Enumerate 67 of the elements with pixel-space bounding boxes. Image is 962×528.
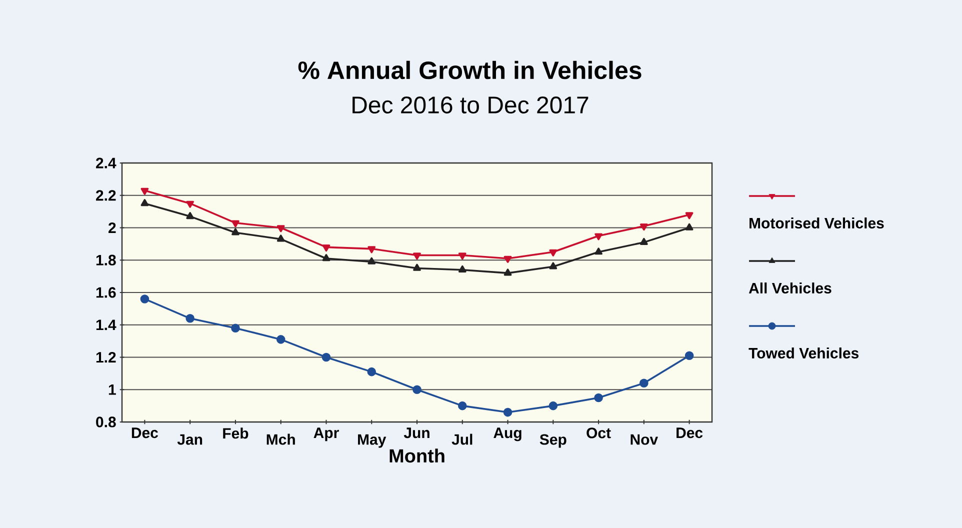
point (322, 254, 330, 262)
chart-subtitle: Dec 2016 to Dec 2017 (352, 96, 588, 114)
point (140, 188, 149, 195)
point (458, 401, 467, 410)
point (640, 238, 648, 245)
point (232, 228, 240, 236)
point (594, 233, 602, 240)
point (684, 351, 694, 360)
point (504, 256, 512, 263)
x-tick-label: Mch (266, 434, 295, 445)
point (186, 314, 194, 323)
x-tick-label: Aug (494, 428, 522, 442)
y-tick-label: 2 (108, 222, 116, 233)
point (232, 220, 240, 228)
x-tick-label: Sep (540, 434, 566, 448)
y-tick-label: 2.2 (96, 190, 116, 201)
point (594, 248, 602, 255)
legend-label: Towed Vehicles (748, 347, 859, 358)
y-tick-label: 1.6 (96, 287, 116, 298)
point (458, 265, 466, 272)
point (548, 401, 558, 410)
point (413, 264, 421, 271)
point (322, 352, 331, 362)
x-tick-label: Jul (452, 434, 472, 445)
point (549, 262, 558, 270)
point (368, 257, 376, 264)
x-tick-label: Nov (630, 434, 658, 445)
point (231, 324, 240, 333)
point (549, 249, 558, 256)
point (685, 212, 694, 220)
point (276, 335, 286, 344)
point (503, 408, 512, 417)
x-tick-label: Dec (676, 428, 703, 438)
x-tick-label: Apr (314, 428, 339, 442)
y-tick-label: 2.4 (96, 158, 116, 168)
y-tick-label: 1.2 (96, 352, 116, 362)
x-tick-label: Oct (586, 428, 611, 438)
x-tick-label: Jun (404, 428, 430, 438)
x-tick-label: Jan (177, 434, 202, 445)
x-axis-title: Month (390, 448, 444, 463)
point (640, 378, 648, 388)
point (368, 246, 376, 254)
point (458, 252, 466, 260)
y-tick-label: 1.8 (96, 254, 116, 266)
y-tick-label: 0.8 (96, 416, 116, 428)
y-tick-label: 1 (108, 384, 116, 395)
legend-label: Motorised Vehicles (750, 217, 884, 228)
point (140, 199, 149, 206)
chart-title: % Annual Growth in Vehicles (298, 60, 642, 80)
point (504, 268, 512, 276)
point (322, 244, 330, 252)
point (594, 393, 603, 402)
x-tick-label: May (358, 434, 386, 448)
text: All Vehicles (748, 282, 832, 294)
x-tick-label: Dec (132, 428, 158, 438)
point (276, 234, 285, 242)
point (640, 223, 648, 231)
y-tick-label: 1.4 (96, 320, 116, 330)
point (140, 294, 150, 304)
x-tick-label: Feb (223, 428, 248, 439)
point (412, 385, 422, 394)
point (186, 200, 194, 208)
point (413, 252, 421, 260)
point (186, 212, 194, 220)
point (276, 225, 285, 232)
point (685, 223, 694, 230)
point (367, 367, 376, 376)
